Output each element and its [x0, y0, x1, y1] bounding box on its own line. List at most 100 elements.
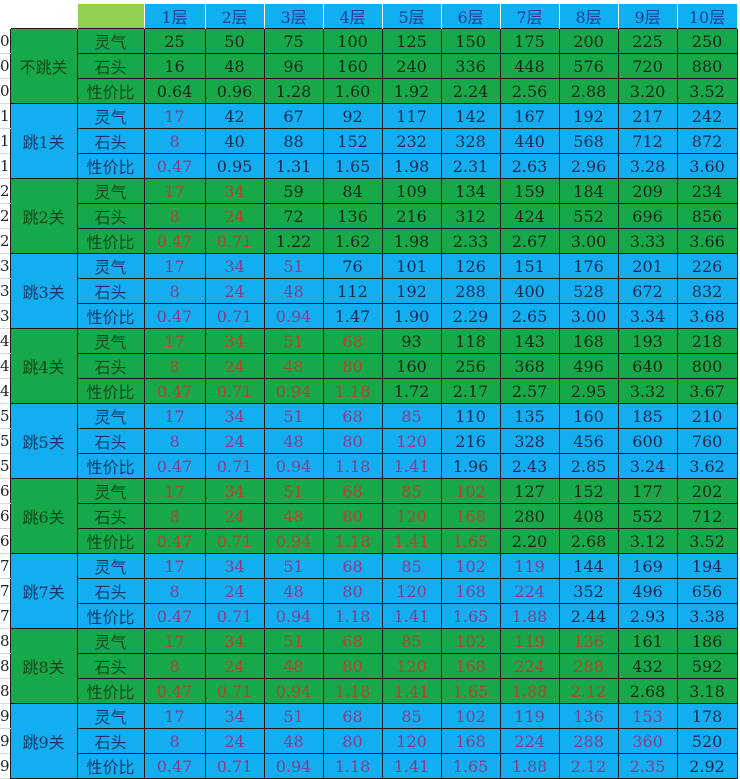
value-cell[interactable]: 80 — [322, 428, 383, 454]
value-cell[interactable]: 3.00 — [558, 228, 619, 254]
value-cell[interactable]: 80 — [322, 578, 383, 604]
value-cell[interactable]: 0.47 — [143, 303, 206, 329]
row-type-cell[interactable]: 灵气 — [76, 403, 145, 429]
value-cell[interactable]: 136 — [558, 628, 619, 654]
value-cell[interactable]: 312 — [440, 203, 501, 229]
row-type-cell[interactable]: 灵气 — [76, 628, 145, 654]
value-cell[interactable]: 0.47 — [143, 528, 206, 554]
value-cell[interactable]: 24 — [204, 278, 265, 304]
value-cell[interactable]: 8 — [143, 278, 206, 304]
row-number-cell[interactable]: 7 — [0, 603, 11, 629]
value-cell[interactable]: 48 — [204, 53, 265, 79]
value-cell[interactable]: 48 — [263, 278, 324, 304]
value-cell[interactable]: 178 — [676, 703, 738, 729]
value-cell[interactable]: 51 — [263, 403, 324, 429]
value-cell[interactable]: 2.85 — [558, 453, 619, 479]
value-cell[interactable]: 1.18 — [322, 603, 383, 629]
header-layer-cell[interactable]: 2层 — [205, 4, 265, 29]
value-cell[interactable]: 144 — [558, 553, 619, 579]
value-cell[interactable]: 51 — [263, 478, 324, 504]
value-cell[interactable]: 3.24 — [617, 453, 678, 479]
value-cell[interactable]: 712 — [617, 128, 678, 154]
value-cell[interactable]: 80 — [322, 503, 383, 529]
value-cell[interactable]: 1.72 — [381, 378, 442, 404]
value-cell[interactable]: 528 — [558, 278, 619, 304]
value-cell[interactable]: 250 — [676, 28, 738, 54]
value-cell[interactable]: 3.67 — [676, 378, 738, 404]
value-cell[interactable]: 0.47 — [143, 453, 206, 479]
value-cell[interactable]: 1.96 — [440, 453, 501, 479]
value-cell[interactable]: 600 — [617, 428, 678, 454]
value-cell[interactable]: 2.12 — [558, 678, 619, 704]
value-cell[interactable]: 72 — [263, 203, 324, 229]
value-cell[interactable]: 120 — [381, 578, 442, 604]
value-cell[interactable]: 218 — [676, 328, 738, 354]
row-number-cell[interactable]: 1 — [0, 103, 11, 129]
row-number-cell[interactable]: 1 — [0, 128, 11, 154]
value-cell[interactable]: 160 — [381, 353, 442, 379]
value-cell[interactable]: 8 — [143, 128, 206, 154]
value-cell[interactable]: 2.88 — [558, 78, 619, 104]
value-cell[interactable]: 1.41 — [381, 453, 442, 479]
value-cell[interactable]: 0.71 — [204, 678, 265, 704]
value-cell[interactable]: 120 — [381, 653, 442, 679]
value-cell[interactable]: 51 — [263, 253, 324, 279]
value-cell[interactable]: 51 — [263, 553, 324, 579]
value-cell[interactable]: 552 — [617, 503, 678, 529]
value-cell[interactable]: 1.65 — [440, 528, 501, 554]
value-cell[interactable]: 135 — [499, 403, 560, 429]
value-cell[interactable]: 24 — [204, 353, 265, 379]
value-cell[interactable]: 217 — [617, 103, 678, 129]
value-cell[interactable]: 3.68 — [676, 303, 738, 329]
value-cell[interactable]: 576 — [558, 53, 619, 79]
row-type-cell[interactable]: 灵气 — [76, 253, 145, 279]
value-cell[interactable]: 712 — [676, 503, 738, 529]
value-cell[interactable]: 0.47 — [143, 753, 206, 779]
value-cell[interactable]: 192 — [558, 103, 619, 129]
value-cell[interactable]: 75 — [263, 28, 324, 54]
row-type-cell[interactable]: 石头 — [76, 128, 145, 154]
value-cell[interactable]: 352 — [558, 578, 619, 604]
value-cell[interactable]: 2.65 — [499, 303, 560, 329]
value-cell[interactable]: 34 — [204, 328, 265, 354]
value-cell[interactable]: 696 — [617, 203, 678, 229]
value-cell[interactable]: 185 — [617, 403, 678, 429]
row-type-cell[interactable]: 性价比 — [76, 678, 145, 704]
value-cell[interactable]: 80 — [322, 353, 383, 379]
value-cell[interactable]: 68 — [322, 628, 383, 654]
row-type-cell[interactable]: 性价比 — [76, 603, 145, 629]
row-number-cell[interactable]: 0 — [0, 28, 11, 54]
value-cell[interactable]: 24 — [204, 503, 265, 529]
value-cell[interactable]: 456 — [558, 428, 619, 454]
value-cell[interactable]: 168 — [440, 503, 501, 529]
value-cell[interactable]: 1.18 — [322, 528, 383, 554]
value-cell[interactable]: 1.62 — [322, 228, 383, 254]
row-number-cell[interactable]: 3 — [0, 278, 11, 304]
value-cell[interactable]: 168 — [440, 578, 501, 604]
value-cell[interactable]: 2.57 — [499, 378, 560, 404]
value-cell[interactable]: 288 — [440, 278, 501, 304]
value-cell[interactable]: 120 — [381, 728, 442, 754]
value-cell[interactable]: 100 — [322, 28, 383, 54]
value-cell[interactable]: 234 — [676, 178, 738, 204]
value-cell[interactable]: 175 — [499, 28, 560, 54]
row-number-cell[interactable]: 0 — [0, 78, 11, 104]
value-cell[interactable]: 17 — [143, 178, 206, 204]
value-cell[interactable]: 85 — [381, 628, 442, 654]
value-cell[interactable]: 368 — [499, 353, 560, 379]
value-cell[interactable]: 432 — [617, 653, 678, 679]
value-cell[interactable]: 2.29 — [440, 303, 501, 329]
row-type-cell[interactable]: 灵气 — [76, 328, 145, 354]
value-cell[interactable]: 288 — [558, 653, 619, 679]
value-cell[interactable]: 17 — [143, 253, 206, 279]
row-type-cell[interactable]: 石头 — [76, 578, 145, 604]
group-label-cell[interactable]: 跳1关 — [9, 103, 78, 179]
value-cell[interactable]: 280 — [499, 503, 560, 529]
value-cell[interactable]: 109 — [381, 178, 442, 204]
value-cell[interactable]: 2.35 — [617, 753, 678, 779]
value-cell[interactable]: 151 — [499, 253, 560, 279]
value-cell[interactable]: 0.95 — [204, 153, 265, 179]
value-cell[interactable]: 159 — [499, 178, 560, 204]
value-cell[interactable]: 126 — [440, 253, 501, 279]
value-cell[interactable]: 85 — [381, 478, 442, 504]
